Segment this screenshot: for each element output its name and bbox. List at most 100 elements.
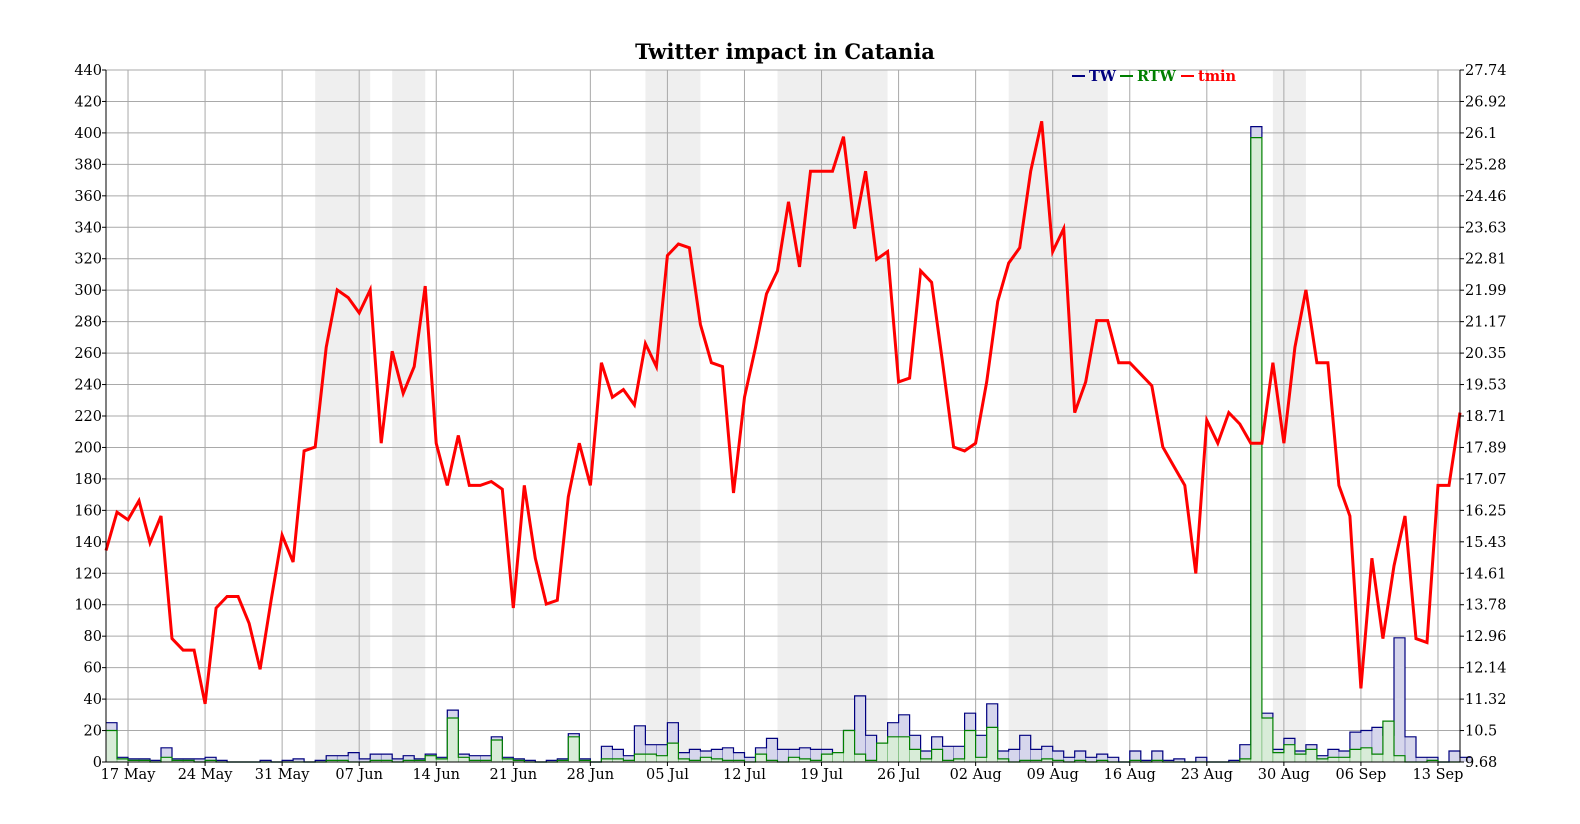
right-tick-label: 10.5 [1465, 724, 1497, 740]
left-tick-label: 320 [74, 252, 102, 268]
axes [102, 69, 1464, 766]
right-tick-label: 25.28 [1465, 157, 1507, 173]
rtw-bar [700, 757, 711, 762]
x-tick-label: 30 Aug [1258, 767, 1310, 783]
right-tick-label: 19.53 [1465, 378, 1507, 394]
x-tick-label: 06 Sep [1335, 767, 1386, 783]
right-tick-label: 18.71 [1465, 409, 1507, 425]
right-tick-label: 15.43 [1465, 535, 1507, 551]
x-tick-label: 09 Aug [1027, 767, 1079, 783]
rtw-bar [656, 756, 667, 762]
tick-labels: 0 20 40 60 80 100 120 140 160 180 200 220 240 260 280 3… [74, 63, 1506, 783]
rtw-bar [1284, 745, 1295, 762]
rtw-bar [425, 756, 436, 762]
right-tick-label: 12.14 [1465, 661, 1507, 677]
legend-tw-label: TW [1089, 68, 1117, 85]
rtw-bar [491, 740, 502, 762]
rtw-bar [1339, 757, 1350, 762]
left-tick-label: 440 [74, 63, 102, 79]
right-tick-label: 14.61 [1465, 566, 1507, 582]
x-tick-label: 28 Jun [567, 767, 615, 783]
legend-rtw-label: RTW [1137, 68, 1177, 85]
left-tick-label: 380 [74, 157, 102, 173]
rtw-bar [965, 731, 976, 762]
rtw-bar [789, 757, 800, 762]
chart-title: Twitter impact in Catania [635, 39, 935, 64]
rtw-line [106, 137, 1460, 763]
rtw-bar [1295, 754, 1306, 762]
tw-bar [1405, 737, 1416, 762]
rtw-bar [161, 757, 172, 762]
x-tick-label: 26 Jul [877, 767, 920, 783]
rtw-bar [910, 749, 921, 762]
x-tick-label: 14 Jun [412, 767, 460, 783]
rtw-bar [1262, 718, 1273, 762]
tmin-line [104, 120, 1462, 705]
tw-bar [943, 746, 954, 762]
rtw-bar [1361, 748, 1372, 762]
right-tick-label: 26.1 [1465, 126, 1497, 142]
rtw-bar [645, 754, 656, 762]
left-tick-label: 120 [74, 566, 102, 582]
rtw-bar [1273, 753, 1284, 762]
right-tick-label: 20.35 [1465, 346, 1507, 362]
legend: TW RTW tmin [1072, 68, 1237, 85]
rtw-bar [1350, 749, 1361, 762]
left-tick-label: 180 [74, 472, 102, 488]
left-tick-label: 160 [74, 503, 102, 519]
x-tick-label: 05 Jul [646, 767, 689, 783]
right-tick-label: 11.32 [1465, 692, 1507, 708]
left-tick-label: 240 [74, 378, 102, 394]
tmin-series [104, 120, 1462, 705]
right-tick-label: 26.92 [1465, 94, 1507, 110]
rtw-bar [899, 737, 910, 762]
tw-bar [1064, 757, 1075, 762]
right-tick-label: 9.68 [1465, 755, 1497, 771]
left-tick-label: 340 [74, 220, 102, 236]
rtw-bar [568, 737, 579, 762]
rtw-bar [844, 731, 855, 762]
right-tick-label: 22.81 [1465, 252, 1507, 268]
left-tick-label: 80 [84, 629, 102, 645]
right-tick-label: 21.17 [1465, 315, 1507, 331]
rtw-bar [1251, 138, 1262, 762]
x-tick-label: 31 May [255, 767, 311, 783]
rtw-bar [932, 749, 943, 762]
rtw-bar [877, 743, 888, 762]
x-tick-label: 16 Aug [1104, 767, 1156, 783]
left-tick-label: 280 [74, 315, 102, 331]
rtw-bar [634, 754, 645, 762]
x-tick-label: 12 Jul [723, 767, 766, 783]
tw-bar [1108, 757, 1119, 762]
tw-bar [766, 738, 777, 762]
x-tick-label: 07 Jun [335, 767, 383, 783]
x-tick-label: 02 Aug [950, 767, 1002, 783]
rtw-bar [1328, 757, 1339, 762]
left-tick-label: 100 [74, 598, 102, 614]
rtw-bar [1394, 756, 1405, 762]
rtw-bar [833, 753, 844, 762]
right-tick-label: 23.63 [1465, 220, 1507, 236]
tw-bar [1196, 757, 1207, 762]
rtw-bar [976, 757, 987, 762]
rtw-bar [755, 754, 766, 762]
tw-bar [348, 753, 359, 762]
rtw-bar [447, 718, 458, 762]
tw-bar [777, 749, 788, 762]
x-tick-label: 17 May [101, 767, 157, 783]
right-tick-label: 13.78 [1465, 598, 1507, 614]
rtw-bar [1306, 749, 1317, 762]
left-tick-label: 20 [84, 724, 102, 740]
left-tick-label: 60 [84, 661, 102, 677]
left-tick-label: 220 [74, 409, 102, 425]
right-tick-label: 24.46 [1465, 189, 1507, 205]
right-tick-label: 21.99 [1465, 283, 1507, 299]
x-tick-label: 24 May [178, 767, 234, 783]
left-tick-label: 260 [74, 346, 102, 362]
tw-bar [1394, 638, 1405, 762]
rtw-bar [667, 743, 678, 762]
x-tick-label: 19 Jul [800, 767, 843, 783]
rtw-series [105, 137, 1460, 763]
left-tick-label: 420 [74, 94, 102, 110]
rtw-bar [1372, 754, 1383, 762]
